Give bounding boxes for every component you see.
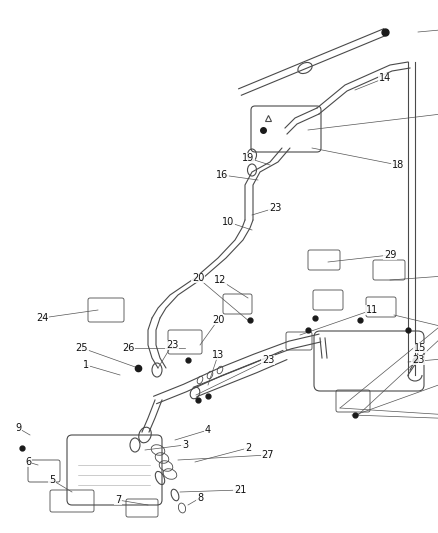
Text: 23: 23 (166, 340, 178, 350)
Text: 20: 20 (192, 273, 204, 283)
Text: 16: 16 (216, 170, 228, 180)
Text: 5: 5 (49, 475, 55, 485)
Text: 23: 23 (269, 203, 281, 213)
Text: 20: 20 (212, 315, 224, 325)
Text: 10: 10 (222, 217, 234, 227)
Text: 14: 14 (379, 73, 391, 83)
Text: 23: 23 (412, 355, 424, 365)
Text: 2: 2 (245, 443, 251, 453)
Text: 12: 12 (214, 275, 226, 285)
Text: 27: 27 (262, 450, 274, 460)
Text: 6: 6 (25, 457, 31, 467)
Text: 8: 8 (197, 493, 203, 503)
Text: 19: 19 (242, 153, 254, 163)
Text: 3: 3 (182, 440, 188, 450)
Text: 1: 1 (83, 360, 89, 370)
Text: 24: 24 (36, 313, 48, 323)
Text: 13: 13 (212, 350, 224, 360)
Text: 15: 15 (414, 343, 426, 353)
Text: 4: 4 (205, 425, 211, 435)
Text: 11: 11 (366, 305, 378, 315)
Text: 18: 18 (392, 160, 404, 170)
Text: 23: 23 (262, 355, 274, 365)
Text: 21: 21 (234, 485, 246, 495)
Text: 26: 26 (122, 343, 134, 353)
Text: 25: 25 (76, 343, 88, 353)
Text: 7: 7 (115, 495, 121, 505)
Text: 29: 29 (384, 250, 396, 260)
Text: 9: 9 (15, 423, 21, 433)
